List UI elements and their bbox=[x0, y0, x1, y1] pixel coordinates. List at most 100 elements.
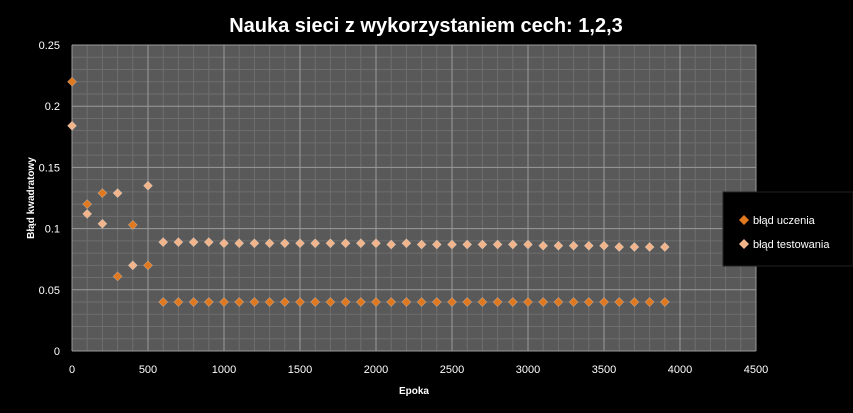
data-point-train bbox=[340, 297, 351, 307]
x-tick-label: 1500 bbox=[288, 364, 312, 376]
data-point-test bbox=[67, 120, 77, 131]
data-point-train bbox=[127, 220, 138, 230]
data-point-train bbox=[599, 297, 609, 307]
data-point-test bbox=[158, 237, 169, 247]
data-point-test bbox=[523, 239, 533, 250]
data-point-test bbox=[599, 240, 609, 251]
data-point-train bbox=[447, 297, 457, 307]
data-point-test bbox=[97, 218, 108, 229]
x-tick-label: 0 bbox=[69, 364, 75, 376]
data-point-train bbox=[614, 297, 625, 307]
data-point-train bbox=[82, 199, 93, 210]
data-point-train bbox=[568, 297, 579, 307]
data-point-test bbox=[249, 238, 260, 249]
data-point-test bbox=[173, 237, 184, 247]
data-point-test bbox=[127, 260, 138, 271]
plot-background bbox=[72, 45, 756, 351]
data-point-train bbox=[112, 271, 123, 282]
data-point-train bbox=[371, 297, 381, 307]
chart-title: Nauka sieci z wykorzystaniem cech: 1,2,3 bbox=[229, 15, 623, 37]
data-point-train bbox=[143, 260, 153, 271]
data-point-train bbox=[401, 297, 412, 307]
y-tick-label: 0.25 bbox=[39, 40, 60, 52]
data-point-train bbox=[416, 297, 427, 307]
y-tick-label: 0.1 bbox=[45, 224, 60, 236]
data-point-test bbox=[188, 237, 199, 247]
legend-box bbox=[722, 191, 853, 267]
data-point-train bbox=[477, 297, 488, 307]
tick-labels: 0 500 1000 1500 2000 2500 3000 3500 4000 4500 0 0.0… bbox=[39, 40, 769, 376]
data-point-test bbox=[355, 238, 366, 249]
data-point-test bbox=[614, 242, 625, 252]
data-point-test bbox=[340, 238, 351, 249]
data-point-test bbox=[401, 238, 412, 249]
data-point-train bbox=[219, 297, 229, 307]
x-tick-label: 4000 bbox=[668, 364, 692, 376]
x-axis-label: Epoka bbox=[399, 386, 429, 397]
x-tick-label: 1000 bbox=[212, 364, 236, 376]
data-point-train bbox=[188, 297, 199, 307]
x-tick-label: 4500 bbox=[744, 364, 768, 376]
data-point-train bbox=[523, 297, 533, 307]
data-point-train bbox=[583, 297, 594, 307]
data-point-train bbox=[173, 297, 184, 307]
data-point-test bbox=[659, 242, 670, 252]
data-point-train bbox=[203, 297, 214, 307]
x-tick-label: 500 bbox=[139, 364, 157, 376]
data-point-train bbox=[553, 297, 564, 307]
data-point-test bbox=[553, 240, 564, 251]
data-point-train bbox=[386, 297, 397, 307]
data-point-test bbox=[371, 238, 381, 249]
data-point-train bbox=[67, 76, 77, 87]
data-point-test bbox=[219, 238, 229, 249]
data-point-test bbox=[143, 180, 153, 191]
data-point-test bbox=[82, 208, 93, 219]
data-point-train bbox=[158, 297, 169, 307]
data-point-train bbox=[644, 297, 655, 307]
x-tick-label: 2000 bbox=[364, 364, 388, 376]
data-point-test bbox=[568, 240, 579, 251]
y-tick-label: 0.15 bbox=[39, 162, 60, 174]
data-point-test bbox=[264, 238, 275, 249]
data-point-test bbox=[492, 239, 503, 250]
data-point-test bbox=[112, 188, 123, 199]
data-point-train bbox=[355, 297, 366, 307]
legend-label-train: błąd uczenia bbox=[753, 215, 816, 227]
data-point-test bbox=[507, 239, 518, 250]
data-point-test bbox=[431, 239, 442, 250]
data-point-test bbox=[644, 242, 655, 252]
data-point-test bbox=[477, 239, 488, 250]
data-point-test bbox=[325, 238, 336, 249]
data-point-train bbox=[310, 297, 321, 307]
x-tick-label: 3500 bbox=[592, 364, 616, 376]
legend-marker-train bbox=[739, 215, 749, 225]
data-point-test bbox=[386, 239, 397, 250]
data-point-test bbox=[203, 237, 214, 247]
data-point-train bbox=[492, 297, 503, 307]
data-point-test bbox=[279, 238, 290, 249]
data-point-test bbox=[583, 240, 594, 251]
data-point-test bbox=[310, 238, 321, 249]
data-point-train bbox=[659, 297, 670, 307]
data-point-train bbox=[234, 297, 245, 307]
data-point-train bbox=[507, 297, 518, 307]
data-point-test bbox=[447, 239, 457, 250]
plot-area bbox=[71, 44, 757, 352]
data-point-train bbox=[249, 297, 260, 307]
y-tick-label: 0.05 bbox=[39, 285, 60, 297]
x-tick-label: 2500 bbox=[440, 364, 464, 376]
data-point-test bbox=[629, 242, 640, 252]
data-point-train bbox=[279, 297, 290, 307]
data-point-train bbox=[462, 297, 473, 307]
data-point-test bbox=[416, 239, 427, 250]
data-points bbox=[67, 76, 670, 307]
data-point-train bbox=[538, 297, 549, 307]
y-tick-label: 0.2 bbox=[45, 101, 60, 113]
data-point-test bbox=[295, 238, 305, 249]
legend-label-test: błąd testowania bbox=[753, 239, 830, 251]
data-point-train bbox=[295, 297, 305, 307]
data-point-train bbox=[629, 297, 640, 307]
legend: błąd uczenia błąd testowania bbox=[722, 191, 853, 267]
